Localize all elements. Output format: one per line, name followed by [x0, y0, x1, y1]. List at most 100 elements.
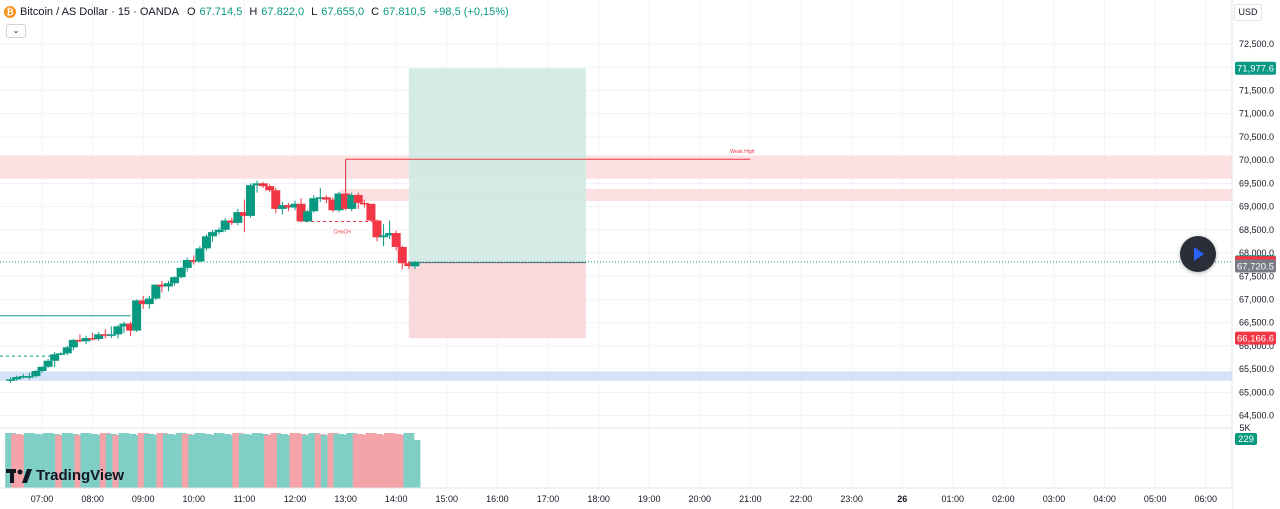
x-tick-label: 23:00	[840, 494, 863, 504]
candle-body	[309, 198, 318, 211]
x-tick-label: 19:00	[638, 494, 661, 504]
candle-body	[202, 236, 211, 248]
x-tick-label: 05:00	[1144, 494, 1167, 504]
open-value: 67.714,5	[200, 6, 243, 18]
x-tick-label: 03:00	[1043, 494, 1066, 504]
bitcoin-icon: ₿	[4, 6, 16, 18]
close-label: C	[371, 6, 379, 18]
candle-body	[170, 277, 179, 283]
x-tick-label: 08:00	[81, 494, 104, 504]
high-label: H	[249, 6, 257, 18]
open-label: O	[187, 6, 196, 18]
x-tick-label: 18:00	[587, 494, 610, 504]
y-tick-label: 70,000.0	[1239, 155, 1274, 165]
y-tick-label: 70,500.0	[1239, 132, 1274, 142]
volume-bar	[409, 440, 420, 488]
volume-label-text: 229	[1238, 434, 1254, 445]
candle-body	[177, 268, 186, 277]
collapse-legend-button[interactable]: ⌄	[6, 24, 26, 38]
weak-high-label: Weak High	[730, 149, 755, 155]
candle-body	[25, 376, 34, 378]
candle-body	[107, 334, 116, 336]
candle-body	[56, 353, 65, 355]
low-label: L	[311, 6, 317, 18]
x-tick-label: 16:00	[486, 494, 509, 504]
demand-zone	[0, 371, 1232, 380]
candle-body	[354, 195, 363, 203]
candle-body	[322, 197, 331, 199]
candle-body	[208, 232, 217, 236]
play-icon	[1180, 236, 1216, 272]
candle-body	[113, 326, 122, 334]
y-tick-label: 69,500.0	[1239, 178, 1274, 188]
y-tick-label: 66,500.0	[1239, 318, 1274, 328]
candle-body	[410, 262, 419, 266]
tradingview-logo-text: TradingView	[36, 467, 124, 484]
low-value: 67.655,0	[321, 6, 364, 18]
x-tick-label: 15:00	[436, 494, 459, 504]
y-tick-label: 64,500.0	[1239, 411, 1274, 421]
take-profit-zone	[409, 68, 586, 262]
tradingview-logo-icon	[6, 469, 32, 483]
candle-body	[6, 379, 15, 381]
y-tick-label: 65,500.0	[1239, 364, 1274, 374]
x-tick-label: 12:00	[284, 494, 307, 504]
candle-body	[215, 230, 224, 232]
candle-body	[392, 233, 401, 247]
y-tick-label: 69,000.0	[1239, 202, 1274, 212]
candle-body	[132, 300, 141, 330]
candle-body	[265, 186, 274, 190]
y-tick-label: 67,000.0	[1239, 294, 1274, 304]
x-tick-label: 07:00	[31, 494, 54, 504]
price-label-text: 67,720.5	[1237, 261, 1274, 272]
y-tick-label: 71,500.0	[1239, 85, 1274, 95]
x-tick-label: 01:00	[942, 494, 965, 504]
candle-body	[63, 347, 72, 353]
candle-body	[372, 221, 381, 238]
y-tick-label: 68,500.0	[1239, 225, 1274, 235]
stop-loss-zone	[409, 263, 586, 339]
candle-body	[259, 183, 268, 186]
candle-body	[303, 211, 312, 221]
symbol-title[interactable]: Bitcoin / AS Dollar · 15 · OANDA	[20, 6, 179, 18]
candle-body	[31, 371, 40, 376]
candle-body	[151, 285, 160, 299]
candle-body	[44, 361, 53, 367]
y-tick-label: 72,500.0	[1239, 39, 1274, 49]
price-label-text: 66,166.6	[1237, 333, 1274, 344]
x-tick-label: 22:00	[790, 494, 813, 504]
chart-legend: ₿ Bitcoin / AS Dollar · 15 · OANDA O 67.7…	[4, 4, 512, 20]
candle-body	[195, 248, 204, 261]
candle-body	[38, 367, 47, 371]
candle-body	[164, 283, 173, 286]
currency-button[interactable]: USD	[1234, 4, 1262, 21]
price-label-text: 71,977.6	[1237, 64, 1274, 75]
volume-axis-label: 5K	[1239, 423, 1250, 433]
y-tick-label: 67,500.0	[1239, 271, 1274, 281]
x-tick-label: 14:00	[385, 494, 408, 504]
choch-label: CHoCH	[334, 229, 352, 235]
x-tick-label: 09:00	[132, 494, 155, 504]
high-value: 67.822,0	[261, 6, 304, 18]
x-tick-label: 17:00	[537, 494, 560, 504]
tradingview-logo[interactable]: TradingView	[6, 467, 124, 484]
y-tick-label: 71,000.0	[1239, 109, 1274, 119]
x-tick-label: 11:00	[233, 494, 255, 504]
y-tick-label: 65,000.0	[1239, 387, 1274, 397]
x-tick-label: 13:00	[334, 494, 357, 504]
x-tick-label: 02:00	[992, 494, 1015, 504]
change-value: +98,5 (+0,15%)	[433, 6, 509, 18]
candle-body	[398, 247, 407, 263]
candle-body	[246, 185, 255, 216]
close-value: 67.810,5	[383, 6, 426, 18]
x-tick-label: 20:00	[689, 494, 712, 504]
x-tick-label: 26	[897, 494, 907, 504]
candle-body	[50, 354, 59, 361]
candle-body	[145, 299, 154, 305]
x-tick-label: 21:00	[739, 494, 762, 504]
x-tick-label: 10:00	[183, 494, 206, 504]
x-tick-label: 06:00	[1195, 494, 1218, 504]
candle-body	[366, 204, 375, 221]
replay-play-button[interactable]	[1180, 236, 1216, 272]
